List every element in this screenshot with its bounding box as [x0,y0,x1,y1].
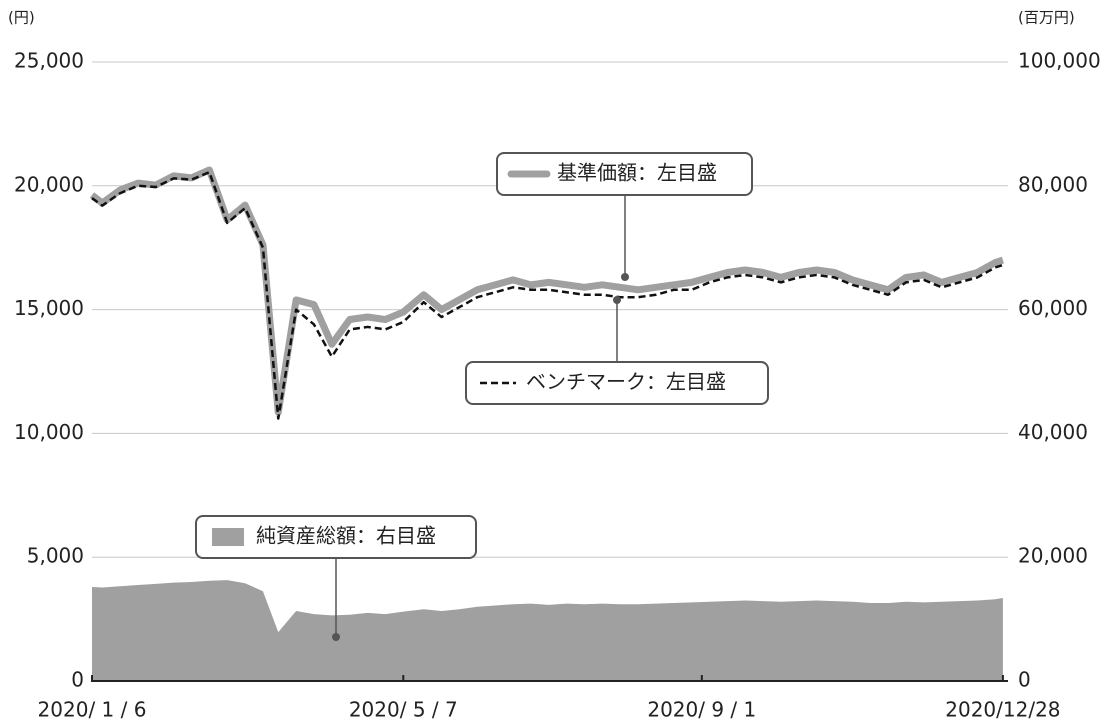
y-tick-label: 15,000 [14,296,84,320]
y-tick-label: 20,000 [14,172,84,196]
y2-tick-label: 100,000 [1018,49,1101,73]
legend-box [465,361,769,405]
y-tick-label: 5,000 [27,544,84,568]
y2-tick-label: 40,000 [1018,420,1088,444]
y2-tick-label: 20,000 [1018,544,1088,568]
leader-dot [613,296,621,304]
x-tick-label: 2020/ 1 / 6 [38,698,147,722]
legend-label: ベンチマーク：左目盛 [526,370,726,394]
y2-tick-label: 0 [1018,668,1031,692]
legend-callout: 純資産総額：右目盛 [195,515,477,641]
x-tick-label: 2020/12/28 [945,698,1060,722]
y-tick-label: 0 [71,668,84,692]
y2-tick-label: 60,000 [1018,296,1088,320]
legend-label: 純資産総額：右目盛 [256,524,436,548]
legend-swatch [212,528,244,546]
area [92,580,1003,681]
legend-callout: ベンチマーク：左目盛 [465,296,769,405]
dashed-line [91,170,1004,420]
legend-box [195,515,477,559]
legend-box [496,152,753,196]
y-tick-label: 25,000 [14,49,84,73]
y-unit-label: (円) [8,9,35,27]
x-tick-label: 2020/ 5 / 7 [349,698,458,722]
line [89,166,1004,416]
y2-tick-label: 80,000 [1018,172,1088,196]
x-tick-label: 2020/ 9 / 1 [647,698,756,722]
leader-dot [621,273,629,281]
legend-callout: 基準価額：左目盛 [496,152,753,281]
y2-unit-label: (百万円) [1018,9,1075,27]
leader-dot [332,633,340,641]
legend-label: 基準価額：左目盛 [557,161,717,185]
y-tick-label: 10,000 [14,420,84,444]
